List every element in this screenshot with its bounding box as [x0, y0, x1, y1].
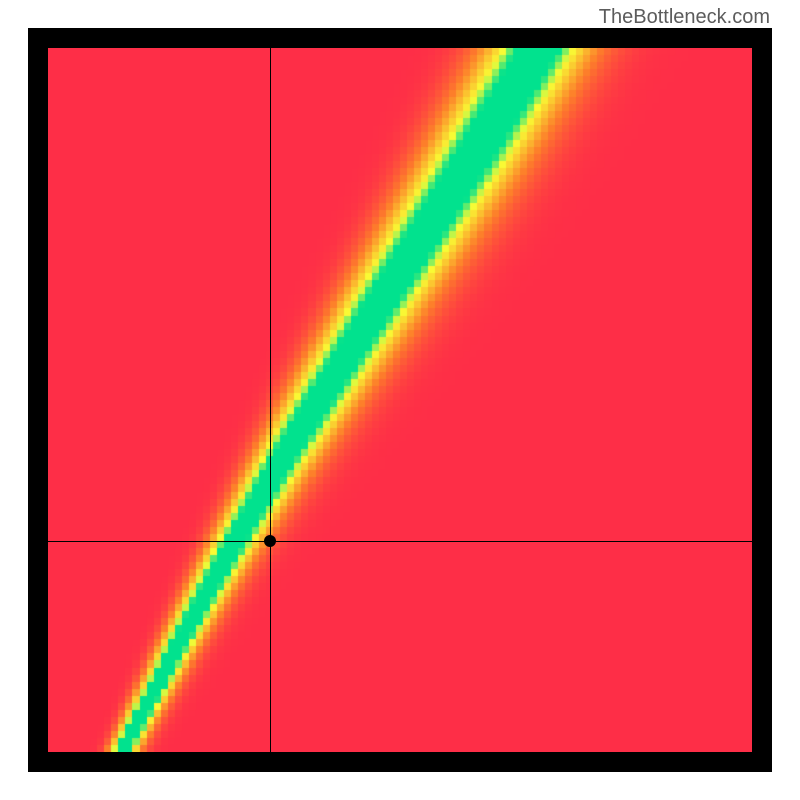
watermark-text: TheBottleneck.com [599, 6, 770, 29]
heatmap-canvas [48, 48, 752, 752]
crosshair-vertical [270, 48, 271, 752]
chart-frame [28, 28, 772, 772]
plot-area [48, 48, 752, 752]
crosshair-marker [264, 535, 276, 547]
crosshair-horizontal [48, 541, 752, 542]
